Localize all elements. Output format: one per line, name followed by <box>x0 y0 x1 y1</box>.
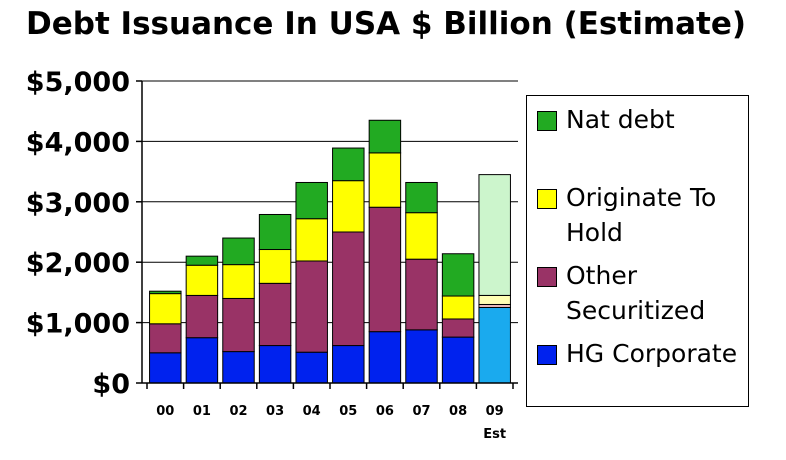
bar-segment-nat-debt-01 <box>185 255 219 266</box>
bar-segment-other-securitized-00 <box>149 323 182 354</box>
bar-segment-nat-debt-08 <box>441 253 475 297</box>
bar-segment-nat-debt-00 <box>149 290 182 295</box>
y-tick-label: $4,000 <box>26 127 130 158</box>
bar-segment-nat-debt-06 <box>368 119 402 154</box>
bar-segment-nat-debt-09 <box>478 174 511 296</box>
bar-segment-originate-to-hold-07 <box>405 212 438 260</box>
x-tick-label: 02 <box>229 404 247 419</box>
x-tick-label: 07 <box>412 404 430 419</box>
bar-segment-nat-debt-03 <box>258 213 292 251</box>
legend-label-hg-corporate: HG Corporate <box>566 339 738 368</box>
bar-segment-originate-to-hold-08 <box>441 295 475 320</box>
legend-item-nat-debt: Nat debt <box>537 102 746 137</box>
chart-title: Debt Issuance In USA $ Billion (Estimate… <box>26 6 747 42</box>
bar-segment-hg-corporate-07 <box>405 329 438 384</box>
legend: Nat debt Originate To Hold Other Securit… <box>526 95 749 407</box>
bar-segment-originate-to-hold-05 <box>332 180 365 233</box>
axes <box>136 80 518 389</box>
bar-segment-nat-debt-04 <box>295 181 328 220</box>
x-tick-label: 04 <box>303 404 321 419</box>
bar-segment-nat-debt-07 <box>405 181 438 214</box>
bar-segment-hg-corporate-08 <box>441 336 475 384</box>
bar-segment-other-securitized-06 <box>368 206 402 333</box>
x-tick-label: 00 <box>156 404 174 419</box>
y-tick-label: $1,000 <box>26 309 130 340</box>
bar-segment-nat-debt-05 <box>332 147 365 182</box>
bar-segment-originate-to-hold-00 <box>149 293 182 325</box>
bar-segment-hg-corporate-00 <box>149 352 182 384</box>
x-tick-label: 03 <box>266 404 284 419</box>
legend-item-other-securitized: Other Securitized <box>537 258 746 328</box>
bar-segment-hg-corporate-02 <box>222 351 255 384</box>
legend-swatch-other-securitized <box>537 267 557 287</box>
bar-segment-other-securitized-05 <box>332 231 365 347</box>
y-tick-label: $5,000 <box>26 67 130 98</box>
x-tick-sublabel: Est <box>483 427 506 442</box>
bar-segment-other-securitized-01 <box>185 294 219 339</box>
bar-segment-other-securitized-04 <box>295 260 328 353</box>
x-tick-label: 08 <box>449 404 467 419</box>
bar-segment-originate-to-hold-02 <box>222 264 255 299</box>
bar-segment-hg-corporate-05 <box>332 345 365 384</box>
x-tick-label: 05 <box>339 404 357 419</box>
bar-segment-hg-corporate-01 <box>185 337 219 384</box>
y-tick-label: $3,000 <box>26 188 130 219</box>
legend-swatch-hg-corporate <box>537 345 557 365</box>
bar-segment-hg-corporate-09 <box>478 307 511 384</box>
legend-swatch-originate-to-hold <box>537 189 557 209</box>
y-tick-label: $0 <box>92 369 130 400</box>
bar-segment-originate-to-hold-04 <box>295 218 328 262</box>
legend-item-hg-corporate: HG Corporate <box>537 336 746 371</box>
bar-segment-nat-debt-02 <box>222 237 255 266</box>
bar-segment-other-securitized-08 <box>441 318 475 338</box>
bar-segment-other-securitized-07 <box>405 258 438 331</box>
legend-label-other-securitized: Other Securitized <box>566 261 706 325</box>
bar-segment-originate-to-hold-01 <box>185 264 219 296</box>
x-tick-label: 09 <box>486 404 504 419</box>
x-tick-label: 01 <box>193 404 211 419</box>
legend-item-originate-to-hold: Originate To Hold <box>537 180 746 250</box>
bar-segment-originate-to-hold-09 <box>478 294 511 305</box>
y-tick-label: $2,000 <box>26 248 130 279</box>
bar-segment-originate-to-hold-03 <box>258 249 292 284</box>
bar-segment-hg-corporate-04 <box>295 351 328 384</box>
bar-segment-hg-corporate-06 <box>368 331 402 384</box>
tick-labels: $0 $1,000 $2,000 $3,000 $4,000 $5,000 00 01 02 03… <box>26 67 506 442</box>
bar-segment-hg-corporate-03 <box>258 345 292 384</box>
bar-segment-other-securitized-02 <box>222 297 255 353</box>
legend-swatch-nat-debt <box>537 111 557 131</box>
bar-segment-other-securitized-03 <box>258 282 292 347</box>
x-tick-label: 06 <box>376 404 394 419</box>
legend-label-nat-debt: Nat debt <box>566 105 675 134</box>
bar-stacks <box>149 119 511 384</box>
legend-label-originate-to-hold: Originate To Hold <box>566 183 717 247</box>
bar-segment-originate-to-hold-06 <box>368 152 402 208</box>
